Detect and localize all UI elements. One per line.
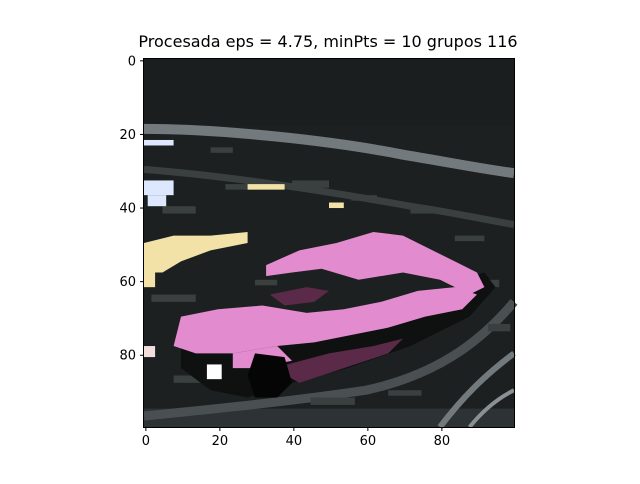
axes-frame: [143, 58, 515, 428]
x-tick-label: 40: [286, 434, 303, 449]
x-tick-label: 20: [212, 434, 229, 449]
gray-fragment: [255, 279, 278, 286]
road-arc-mid: [143, 165, 515, 229]
car-body-cluster: [173, 287, 477, 354]
pale-yellow-cluster: [144, 231, 248, 273]
gray-fragment: [410, 206, 433, 214]
y-tick-label: 80: [119, 349, 136, 364]
gray-fragment: [210, 147, 233, 153]
white-cluster: [206, 364, 222, 380]
black-cluster: [247, 353, 292, 398]
gray-fragment: [225, 184, 255, 190]
gray-fragment: [151, 294, 196, 302]
pale-yellow-cluster: [247, 184, 285, 190]
y-tick-label: 60: [119, 275, 136, 290]
gray-fragment: [488, 323, 511, 332]
x-axis: 0 20 40 60 80: [142, 427, 450, 449]
bottom-dark-region: [144, 408, 514, 427]
x-tick-label: 80: [434, 434, 451, 449]
road-arc-corner: [437, 350, 516, 429]
top-dark-region: [144, 59, 514, 126]
car-shadow-cluster: [269, 287, 329, 306]
car-body-cluster: [266, 231, 485, 295]
gray-fragment: [454, 235, 485, 242]
light-blue-cluster: [144, 180, 174, 196]
road-arc-top: [143, 123, 515, 179]
gray-fragment: [162, 206, 196, 214]
y-tick-label: 20: [119, 128, 136, 143]
gray-fragment: [388, 390, 422, 396]
gray-fragment: [351, 195, 378, 201]
light-blue-cluster: [144, 139, 174, 146]
white-cluster: [144, 346, 156, 358]
light-blue-cluster: [147, 195, 167, 207]
y-tick-label: 40: [119, 202, 136, 217]
gray-fragment: [292, 180, 329, 188]
car-shadow-cluster: [273, 338, 403, 383]
pale-yellow-cluster: [329, 202, 344, 209]
gray-fragment: [173, 375, 211, 383]
pale-yellow-cluster: [144, 272, 156, 288]
y-axis: 0 20 40 60 80: [119, 54, 144, 364]
road-arc-corner-light: [468, 388, 515, 429]
x-tick-label: 0: [142, 434, 150, 449]
cluster-image: [143, 59, 518, 429]
y-tick-label: 0: [128, 54, 136, 69]
gray-fragment: [310, 397, 355, 405]
road-arc-bottom: [143, 299, 518, 421]
chart-title: Procesada eps = 4.75, minPts = 10 grupos…: [138, 32, 518, 51]
x-tick-label: 60: [360, 434, 377, 449]
